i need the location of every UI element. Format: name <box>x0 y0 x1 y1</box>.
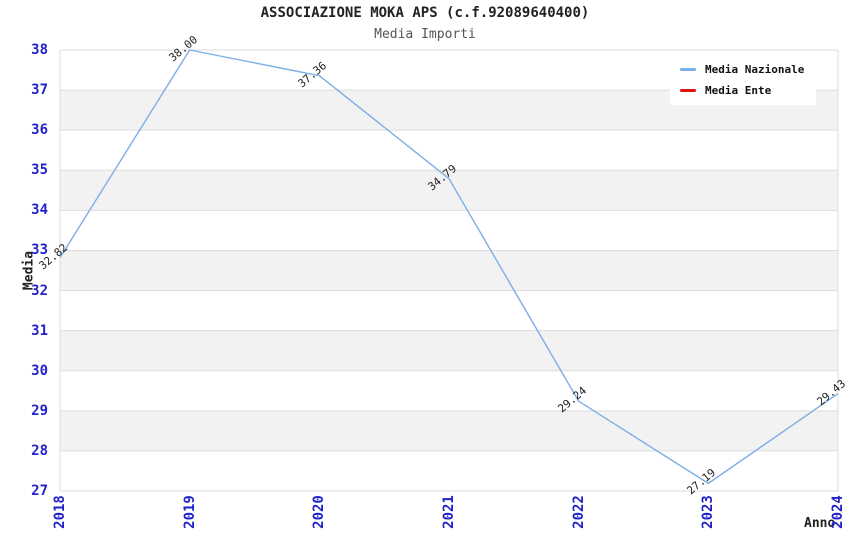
chart-subtitle: Media Importi <box>374 27 476 42</box>
grid-band <box>60 450 838 491</box>
media-nazionale-line <box>59 49 839 485</box>
chart-title: ASSOCIAZIONE MOKA APS (c.f.92089640400) <box>260 5 590 21</box>
y-tick-label: 33 <box>31 242 48 259</box>
legend-item-label: Media Nazionale <box>705 63 805 76</box>
x-tick-label: 2023 <box>700 495 717 529</box>
legend-item-label: Media Ente <box>705 84 772 97</box>
y-tick-label: 28 <box>31 442 48 459</box>
grid-band <box>60 170 838 211</box>
grid-band <box>60 250 838 291</box>
grid-band <box>60 370 838 411</box>
legend: Media Nazionale Media Ente <box>670 55 817 105</box>
y-tick-label: 29 <box>31 402 48 419</box>
x-tick-label: 2019 <box>181 495 198 529</box>
y-tick-label: 38 <box>31 42 48 58</box>
grid-band <box>60 130 838 171</box>
x-tick-label: 2020 <box>311 495 328 529</box>
y-tick-label: 32 <box>31 282 48 299</box>
legend-line-icon <box>680 68 696 71</box>
y-tick-label: 34 <box>31 202 48 219</box>
legend-line-icon <box>680 89 696 92</box>
y-tick-label: 35 <box>31 162 48 179</box>
grid-band <box>60 410 838 451</box>
y-tick-label: 37 <box>31 82 48 99</box>
y-tick-label: 36 <box>31 122 48 139</box>
x-tick-label: 2022 <box>570 495 587 529</box>
y-tick-label: 31 <box>31 322 48 339</box>
legend-item-media-nazionale[interactable]: Media Nazionale <box>680 63 804 76</box>
x-tick-label: 2018 <box>52 495 68 529</box>
legend-item-media-ente[interactable]: Media Ente <box>680 84 804 97</box>
y-tick-label: 30 <box>31 362 48 379</box>
x-axis-title: Anno <box>804 516 836 531</box>
grid-band <box>60 290 838 331</box>
grid-band <box>60 210 838 251</box>
grid-band <box>60 330 838 371</box>
x-tick-label: 2021 <box>441 495 457 529</box>
x-tick-label: 2024 <box>830 495 846 529</box>
y-tick-label: 27 <box>31 483 48 499</box>
